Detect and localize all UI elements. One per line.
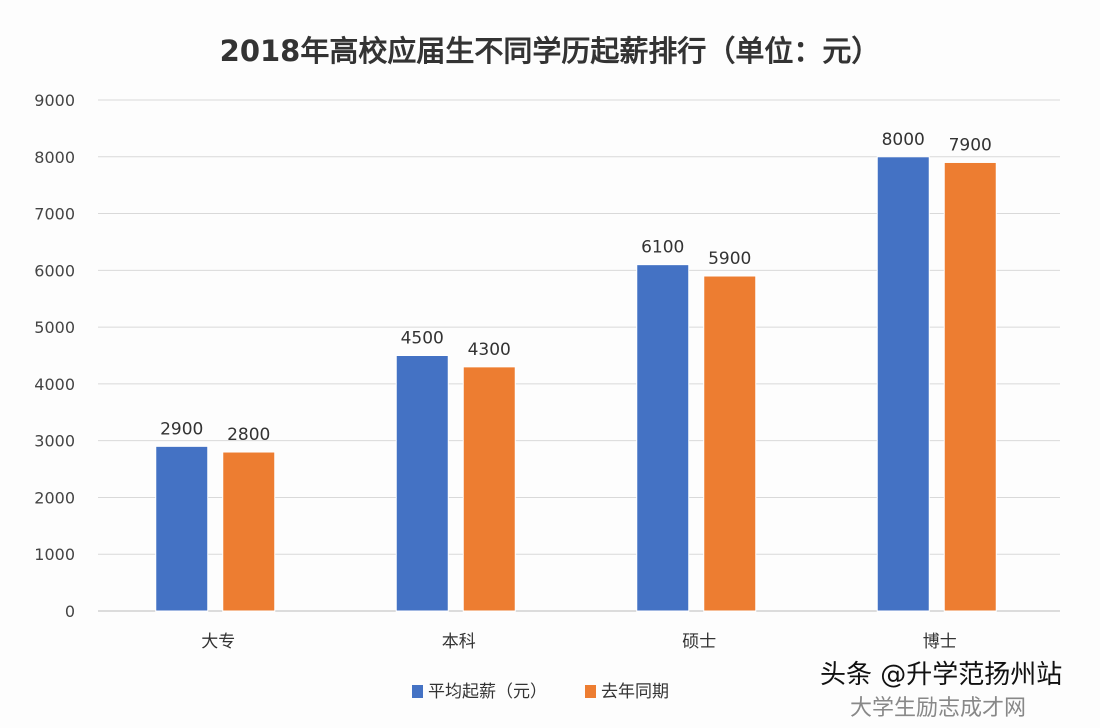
legend-item-0: 平均起薪（元） xyxy=(412,677,547,702)
watermark: 头条 @升学范扬州站 xyxy=(820,660,1063,690)
x-tick-label: 本科 xyxy=(442,632,476,652)
legend-label: 平均起薪（元） xyxy=(428,682,547,702)
x-tick-label: 博士 xyxy=(923,632,957,652)
bar-avg xyxy=(395,355,449,612)
bar-last-year xyxy=(943,161,997,612)
bar-avg xyxy=(155,445,209,612)
legend-item-1: 去年同期 xyxy=(585,677,669,702)
y-tick-label: 6000 xyxy=(34,261,75,280)
y-tick-label: 3000 xyxy=(34,432,75,451)
y-tick-label: 0 xyxy=(65,602,75,621)
watermark-background: 大学生励志成才网 xyxy=(850,696,1027,721)
data-label: 8000 xyxy=(882,130,925,150)
data-label: 2800 xyxy=(227,425,270,445)
x-tick-label: 大专 xyxy=(201,632,235,652)
data-label: 6100 xyxy=(641,238,684,258)
y-tick-label: 9000 xyxy=(34,91,75,110)
bar-avg xyxy=(636,264,690,612)
bar-last-year xyxy=(703,275,757,612)
data-label: 5900 xyxy=(708,249,751,269)
y-tick-label: 7000 xyxy=(34,205,75,224)
legend-label: 去年同期 xyxy=(601,682,669,702)
y-tick-label: 2000 xyxy=(34,488,75,507)
chart-title: 2018年高校应届生不同学历起薪排行（单位：元） xyxy=(219,34,881,68)
bar-last-year xyxy=(222,451,276,612)
legend-swatch xyxy=(585,685,596,698)
bar-avg xyxy=(876,156,930,612)
legend: 平均起薪（元） 去年同期 xyxy=(412,677,669,702)
data-label: 2900 xyxy=(160,419,203,439)
y-tick-label: 1000 xyxy=(34,545,75,564)
data-label: 4300 xyxy=(468,340,511,360)
y-tick-label: 4000 xyxy=(34,375,75,394)
y-tick-label: 8000 xyxy=(34,148,75,167)
bar-last-year xyxy=(462,366,516,612)
x-tick-label: 硕士 xyxy=(682,632,716,652)
data-label: 7900 xyxy=(949,135,992,155)
data-label: 4500 xyxy=(401,329,444,349)
legend-swatch xyxy=(412,685,423,698)
y-tick-label: 5000 xyxy=(34,318,75,337)
